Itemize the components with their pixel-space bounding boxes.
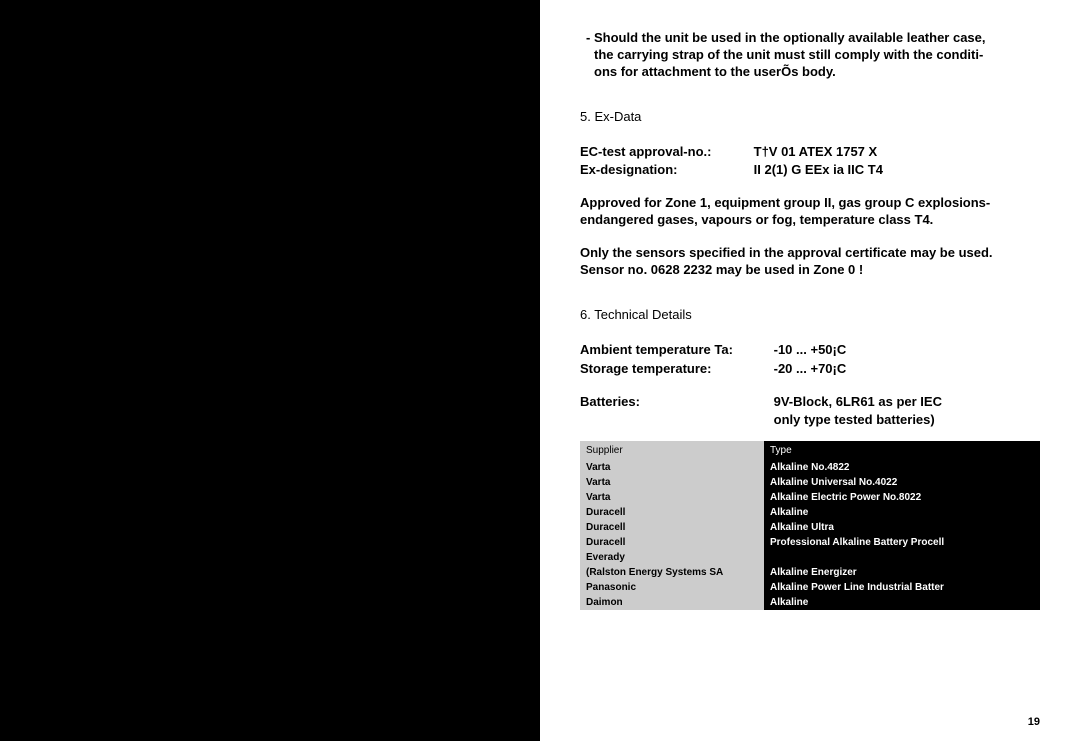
supplier-cell: Daimon [580,595,764,610]
table-row: DuracellAlkaline Ultra [580,520,1040,535]
intro-bullet: - Should the unit be used in the optiona… [580,30,1040,81]
supplier-cell: Varta [580,490,764,505]
bullet-line3: ons for attachment to the userÕs body. [594,64,836,79]
type-cell: Alkaline Energizer [764,565,1040,580]
sensors-line2: Sensor no. 0628 2232 may be used in Zone… [580,262,863,277]
table-row: VartaAlkaline Universal No.4022 [580,475,1040,490]
sensors-block: Only the sensors specified in the approv… [580,245,1040,279]
header-supplier: Supplier [580,441,764,460]
sensors-line1: Only the sensors specified in the approv… [580,245,993,260]
batteries-value1: 9V-Block, 6LR61 as per IEC [774,394,942,411]
header-type: Type [764,441,1040,460]
ec-approval-value: T†V 01 ATEX 1757 X [754,144,878,161]
storage-value: -20 ... +70¡C [774,361,847,378]
ex-designation-label: Ex-designation: [580,162,750,179]
section-5-title: 5. Ex-Data [580,109,1040,126]
bullet-line2: the carrying strap of the unit must stil… [594,47,983,62]
table-row: DuracellAlkaline [580,505,1040,520]
approved-text: Approved for Zone 1, equipment group II,… [580,195,1040,229]
table-row: PanasonicAlkaline Power Line Industrial … [580,580,1040,595]
type-cell: Alkaline [764,595,1040,610]
type-cell [764,550,1040,565]
type-cell: Professional Alkaline Battery Procell [764,535,1040,550]
table-row: Everady [580,550,1040,565]
battery-table: Supplier Type VartaAlkaline No.4822Varta… [580,441,1040,610]
ex-designation-value: II 2(1) G EEx ia IIC T4 [754,162,883,179]
bullet-line1: Should the unit be used in the optionall… [594,30,986,45]
table-row: DaimonAlkaline [580,595,1040,610]
type-cell: Alkaline [764,505,1040,520]
table-row: (Ralston Energy Systems SAAlkaline Energ… [580,565,1040,580]
page-number: 19 [1028,715,1040,729]
table-row: VartaAlkaline Electric Power No.8022 [580,490,1040,505]
ec-block: EC-test approval-no.: T†V 01 ATEX 1757 X… [580,144,1040,180]
storage-label: Storage temperature: [580,361,770,378]
ec-approval-label: EC-test approval-no.: [580,144,750,161]
section-6-title: 6. Technical Details [580,307,1040,324]
supplier-cell: (Ralston Energy Systems SA [580,565,764,580]
ambient-label: Ambient temperature Ta: [580,342,770,359]
supplier-cell: Everady [580,550,764,565]
supplier-cell: Duracell [580,520,764,535]
type-cell: Alkaline Universal No.4022 [764,475,1040,490]
supplier-cell: Duracell [580,505,764,520]
supplier-cell: Duracell [580,535,764,550]
type-cell: Alkaline Ultra [764,520,1040,535]
ambient-value: -10 ... +50¡C [774,342,847,359]
tech-block: Ambient temperature Ta: -10 ... +50¡C St… [580,342,1040,430]
table-row: DuracellProfessional Alkaline Battery Pr… [580,535,1040,550]
supplier-cell: Varta [580,475,764,490]
supplier-cell: Panasonic [580,580,764,595]
type-cell: Alkaline No.4822 [764,460,1040,475]
table-header-row: Supplier Type [580,441,1040,460]
batteries-label: Batteries: [580,394,770,411]
type-cell: Alkaline Electric Power No.8022 [764,490,1040,505]
document-page: - Should the unit be used in the optiona… [540,0,1080,741]
type-cell: Alkaline Power Line Industrial Batter [764,580,1040,595]
bullet-marker: - [586,30,590,45]
supplier-cell: Varta [580,460,764,475]
table-row: VartaAlkaline No.4822 [580,460,1040,475]
batteries-value2: only type tested batteries) [774,412,935,429]
